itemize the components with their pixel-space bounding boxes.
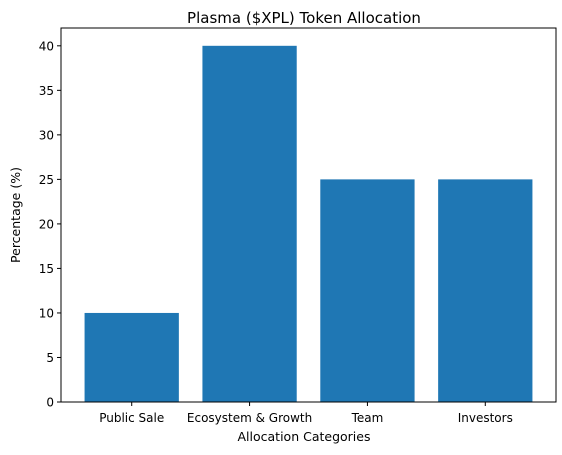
x-tick-label: Ecosystem & Growth	[187, 411, 312, 425]
y-tick-label: 10	[39, 306, 54, 320]
x-axis-ticks: Public Sale Ecosystem & Growth Team Investo…	[99, 402, 513, 425]
y-tick-label: 30	[39, 128, 54, 142]
y-tick-label: 25	[39, 173, 54, 187]
bar-team	[320, 179, 415, 402]
y-tick-label: 5	[46, 351, 54, 365]
bar-public-sale	[84, 312, 179, 402]
bars-group	[84, 45, 533, 403]
y-axis-label: Percentage (%)	[8, 167, 23, 263]
x-tick-label: Investors	[458, 411, 513, 425]
y-tick-label: 20	[39, 217, 54, 231]
y-tick-label: 0	[46, 396, 54, 410]
x-tick-label: Public Sale	[99, 411, 164, 425]
chart-title: Plasma ($XPL) Token Allocation	[187, 9, 421, 27]
y-axis-ticks: 0 5 10 15 20 25 30 35 40	[39, 39, 61, 410]
plot-frame	[60, 27, 557, 403]
y-tick-label: 15	[39, 262, 54, 276]
bar-ecosystem-growth	[202, 45, 297, 403]
x-tick-label: Team	[351, 411, 384, 425]
x-axis-label: Allocation Categories	[238, 429, 371, 444]
y-tick-label: 35	[39, 84, 54, 98]
bar-investors	[438, 179, 533, 402]
y-tick-label: 40	[39, 39, 54, 53]
